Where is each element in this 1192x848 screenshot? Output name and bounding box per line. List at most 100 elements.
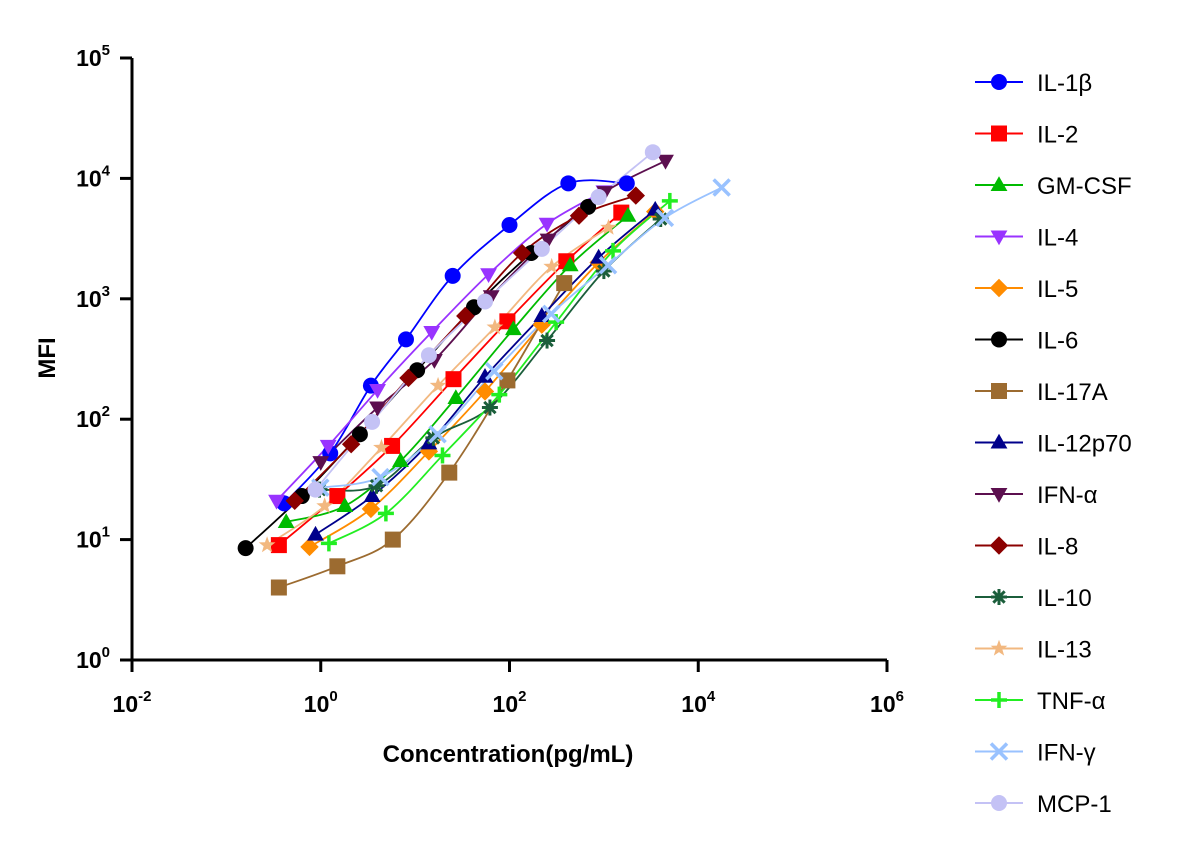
- legend-label: IL-5: [1037, 276, 1078, 303]
- data-point-il-1: [618, 175, 635, 192]
- legend-swatch-marker: [991, 692, 1007, 708]
- legend-swatch-marker: [991, 125, 1007, 142]
- data-point-il-6: [580, 198, 597, 215]
- legend-label: IL-6: [1037, 328, 1078, 355]
- data-point-mcp-1: [307, 481, 324, 498]
- legend-label: IL-8: [1037, 534, 1078, 561]
- data-point-il-13: [429, 376, 447, 393]
- legend-item-gm-csf: GM-CSF: [975, 173, 1132, 200]
- curve-layer: [245, 151, 723, 589]
- data-point-tnf: [377, 505, 394, 522]
- data-point-il-8: [341, 434, 361, 454]
- legend-swatch-marker: [989, 742, 1009, 761]
- data-point-gm-csf: [447, 389, 465, 404]
- y-tick-label: 101: [76, 524, 110, 553]
- data-point-il-13: [600, 218, 617, 235]
- data-point-il-4: [480, 268, 497, 284]
- data-point-ifn: [371, 467, 390, 487]
- data-point-il-8: [512, 243, 532, 263]
- data-point-il-1: [560, 175, 577, 192]
- series-line-il-10: [319, 218, 662, 492]
- data-point-tnf: [320, 535, 337, 552]
- data-point-mcp-1: [533, 240, 550, 257]
- data-point-il-17a: [499, 372, 516, 389]
- data-point-il-17a: [270, 579, 287, 596]
- legend-swatch-marker: [991, 589, 1007, 605]
- data-point-il-5: [475, 382, 495, 401]
- data-point-il-4: [538, 217, 556, 233]
- data-point-il-10: [481, 399, 498, 416]
- legend-swatch-marker: [990, 176, 1008, 191]
- legend-swatch-marker: [991, 74, 1007, 90]
- y-tick-label: 100: [76, 644, 110, 673]
- legend-swatch-marker: [990, 639, 1008, 656]
- data-point-il-17a: [441, 464, 458, 481]
- data-point-tnf: [605, 242, 622, 259]
- data-point-il-8: [626, 186, 646, 205]
- legend-item-il-13: IL-13: [975, 637, 1092, 664]
- legend-item-ifn: IFN-α: [975, 482, 1098, 509]
- legend-label: IL-4: [1037, 225, 1078, 252]
- legend-label: IL-17A: [1037, 379, 1108, 406]
- legend-item-il-17a: IL-17A: [975, 379, 1108, 406]
- data-point-il-13: [373, 438, 390, 455]
- data-point-ifn: [485, 362, 504, 381]
- data-point-ifn: [428, 425, 447, 444]
- x-tick-label: 10-2: [113, 688, 152, 717]
- data-point-ifn: [657, 154, 674, 170]
- x-tick-label: 106: [870, 688, 904, 717]
- data-point-il-4: [369, 383, 386, 399]
- legend-swatch-marker: [991, 383, 1007, 399]
- x-tick-label: 100: [304, 688, 338, 717]
- series-line-il-8: [294, 194, 637, 502]
- data-point-mcp-1: [476, 293, 493, 310]
- data-point-il-10: [539, 332, 556, 349]
- data-point-il-17a: [556, 275, 573, 292]
- data-point-ifn: [542, 304, 561, 324]
- legend-label: IL-13: [1037, 637, 1092, 664]
- data-point-ifn: [312, 456, 330, 471]
- legend-label: GM-CSF: [1037, 173, 1132, 200]
- data-point-il-1: [444, 267, 461, 284]
- data-point-tnf: [491, 386, 508, 403]
- data-point-il-4: [268, 494, 285, 510]
- data-point-il-5: [419, 442, 439, 461]
- data-point-il-6: [351, 426, 368, 443]
- data-point-mcp-1: [420, 347, 437, 364]
- legend-item-il-6: IL-6: [975, 328, 1078, 355]
- legend: IL-1β IL-2 GM-CSF IL-4 IL-5 IL-6 IL-17A IL-12p7…: [975, 70, 1132, 818]
- legend-label: IL-1β: [1037, 70, 1092, 97]
- data-point-il-12p70: [307, 525, 324, 541]
- legend-swatch-marker: [989, 278, 1009, 298]
- legend-swatch-marker: [991, 795, 1007, 811]
- data-point-il-2: [384, 437, 401, 454]
- data-point-il-5: [300, 537, 319, 557]
- legend-label: IL-12p70: [1037, 431, 1132, 458]
- data-point-tnf: [661, 192, 678, 209]
- data-point-gm-csf: [277, 513, 295, 529]
- data-point-il-2: [329, 488, 346, 505]
- data-point-il-13: [316, 497, 334, 514]
- legend-item-il-5: IL-5: [975, 276, 1078, 303]
- data-point-il-17a: [384, 531, 401, 548]
- data-point-il-1: [501, 217, 518, 234]
- legend-swatch-marker: [989, 536, 1009, 555]
- legend-label: IL-10: [1037, 585, 1092, 612]
- data-point-il-13: [258, 536, 276, 553]
- legend-item-il-10: IL-10: [975, 585, 1092, 612]
- x-axis-title: Concentration(pg/mL): [383, 741, 634, 768]
- legend-item-il-4: IL-4: [975, 225, 1078, 252]
- data-point-tnf: [434, 447, 451, 464]
- data-point-ifn: [539, 233, 557, 249]
- y-tick-label: 104: [76, 162, 111, 191]
- legend-item-ifn: IFN-γ: [975, 740, 1096, 767]
- data-point-gm-csf: [561, 256, 579, 272]
- legend-item-il-8: IL-8: [975, 534, 1078, 561]
- data-point-il-13: [543, 257, 561, 274]
- y-tick-label: 105: [76, 42, 110, 71]
- data-point-gm-csf: [505, 320, 522, 336]
- legend-label: IFN-γ: [1037, 740, 1096, 767]
- data-point-il-12p70: [476, 367, 494, 383]
- data-point-il-1: [397, 331, 414, 348]
- data-point-il-8: [569, 206, 589, 225]
